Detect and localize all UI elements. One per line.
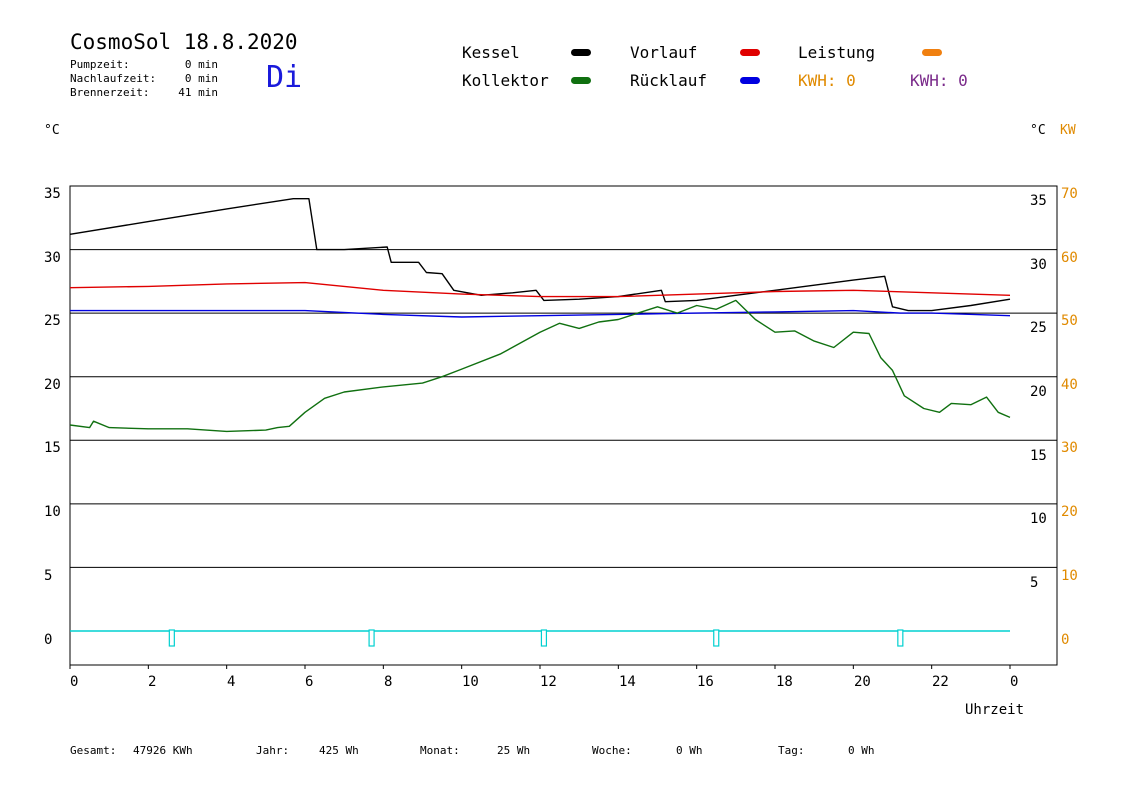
marker-0	[168, 629, 175, 647]
legend-swatch-ruecklauf	[740, 77, 760, 84]
stat-brennerzeit-value: 41 min	[178, 86, 218, 99]
y-right-kw-tick-60: 60	[1061, 250, 1078, 266]
footer-woche-label: Woche:	[592, 744, 632, 757]
legend-swatch-vorlauf	[740, 49, 760, 56]
x-tick-18: 18	[776, 674, 793, 690]
marker-1	[368, 629, 375, 647]
y-right-kw-tick-30: 30	[1061, 440, 1078, 456]
series-kessel	[69, 197, 1011, 312]
x-tick-4: 4	[227, 674, 236, 690]
chart-title: CosmoSol 18.8.2020	[70, 30, 298, 54]
y-left-tick-10: 10	[44, 504, 61, 520]
legend-label-vorlauf: Vorlauf	[630, 43, 698, 62]
stat-pumpzeit-label: Pumpzeit:	[70, 58, 130, 71]
right-axis-unit-kw: KW	[1060, 123, 1076, 138]
y-right-kw-tick-70: 70	[1061, 186, 1078, 202]
x-tick-16: 16	[697, 674, 714, 690]
y-right-c-tick-20: 20	[1030, 384, 1047, 400]
y-right-kw-tick-10: 10	[1061, 568, 1078, 584]
x-tick-10: 10	[462, 674, 479, 690]
y-right-kw-tick-0: 0	[1061, 632, 1070, 648]
legend-label-kollektor: Kollektor	[462, 71, 549, 90]
y-right-c-tick-25: 25	[1030, 320, 1047, 336]
marker-4	[897, 629, 904, 647]
y-left-tick-20: 20	[44, 377, 61, 393]
right-axis-unit-c: °C	[1030, 123, 1046, 138]
y-left-tick-15: 15	[44, 440, 61, 456]
y-right-kw-tick-20: 20	[1061, 504, 1078, 520]
series-kollektor	[69, 299, 1011, 433]
x-tick-14: 14	[619, 674, 636, 690]
marker-3	[713, 629, 720, 647]
stat-pumpzeit-value: 0 min	[184, 58, 218, 71]
legend-swatch-kollektor	[571, 77, 591, 84]
x-tick-20: 20	[854, 674, 871, 690]
series-vorlauf	[69, 281, 1011, 298]
x-tick-22: 22	[932, 674, 949, 690]
chart-grid	[69, 185, 1058, 669]
legend-label-leistung: Leistung	[798, 43, 876, 62]
footer-monat-value: 25 Wh	[497, 744, 531, 757]
left-axis-unit: °C	[44, 123, 60, 138]
stat-nachlaufzeit-label: Nachlaufzeit:	[70, 72, 157, 85]
x-tick-0: 0	[70, 674, 79, 690]
footer-tag-value: 0 Wh	[848, 744, 875, 757]
y-right-kw-tick-40: 40	[1061, 377, 1078, 393]
footer-woche-value: 0 Wh	[676, 744, 703, 757]
y-right-c-tick-5: 5	[1030, 575, 1039, 591]
stat-brennerzeit-label: Brennerzeit:	[70, 86, 150, 99]
x-tick-12: 12	[540, 674, 557, 690]
x-tick-8: 8	[384, 674, 393, 690]
legend-swatch-leistung	[922, 49, 942, 56]
y-left-tick-25: 25	[44, 313, 61, 329]
y-right-c-tick-10: 10	[1030, 511, 1047, 527]
y-right-c-tick-35: 35	[1030, 193, 1047, 209]
kwh-purple: KWH: 0	[910, 71, 968, 90]
x-tick-24: 0	[1010, 674, 1019, 690]
y-right-kw-tick-50: 50	[1061, 313, 1078, 329]
y-left-tick-5: 5	[44, 568, 53, 584]
x-tick-6: 6	[305, 674, 314, 690]
y-right-c-tick-15: 15	[1030, 448, 1047, 464]
legend-swatch-kessel	[571, 49, 591, 56]
day-of-week: Di	[266, 60, 303, 95]
chart-markers	[168, 629, 904, 647]
footer-jahr-label: Jahr:	[256, 744, 290, 757]
legend-label-ruecklauf: Rücklauf	[630, 71, 708, 90]
y-left-tick-0: 0	[44, 632, 53, 648]
series-r-cklauf	[70, 309, 1011, 318]
footer-jahr-value: 425 Wh	[319, 744, 359, 757]
x-axis-label: Uhrzeit	[965, 702, 1025, 718]
chart-series	[69, 197, 1011, 632]
y-right-c-tick-30: 30	[1030, 257, 1047, 273]
footer-gesamt-value: 47926 KWh	[133, 744, 193, 757]
marker-2	[540, 629, 548, 647]
kwh-orange: KWH: 0	[798, 71, 856, 90]
footer-tag-label: Tag:	[778, 744, 805, 757]
plot-frame	[69, 185, 1058, 666]
x-tick-2: 2	[148, 674, 157, 690]
y-left-tick-30: 30	[44, 250, 61, 266]
legend-label-kessel: Kessel	[462, 43, 520, 62]
footer-monat-label: Monat:	[420, 744, 460, 757]
stat-nachlaufzeit-value: 0 min	[184, 72, 218, 85]
footer-gesamt-label: Gesamt:	[70, 744, 117, 757]
y-left-tick-35: 35	[44, 186, 61, 202]
